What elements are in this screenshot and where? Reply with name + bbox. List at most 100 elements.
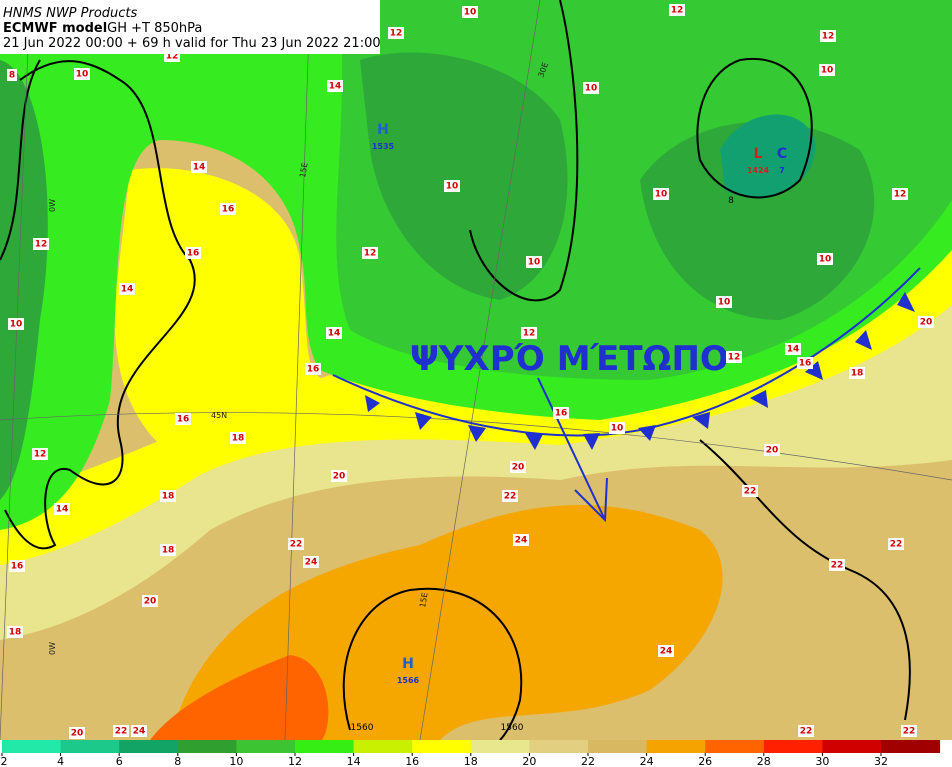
temp-label: 18 bbox=[9, 628, 22, 638]
temp-label: 14 bbox=[329, 82, 342, 92]
grid-label: 15E bbox=[418, 592, 430, 609]
grid-label: 15E bbox=[298, 162, 310, 179]
colorbar-tick-label: 6 bbox=[116, 755, 123, 767]
temp-label-box bbox=[820, 30, 836, 42]
temp-label: 24 bbox=[133, 727, 146, 737]
temp-label: 22 bbox=[831, 561, 844, 571]
center-letter: L bbox=[754, 146, 763, 162]
temp-label: 12 bbox=[34, 450, 47, 460]
temp-label: 18 bbox=[232, 434, 245, 444]
temp-label: 22 bbox=[744, 487, 757, 497]
temp-label: 12 bbox=[671, 6, 684, 16]
temp-label: 20 bbox=[333, 472, 346, 482]
center-letter: H bbox=[402, 656, 414, 672]
temp-label-box bbox=[220, 203, 236, 215]
colorbar-swatch bbox=[60, 740, 120, 753]
temp-label: 24 bbox=[660, 647, 673, 657]
temp-label: 12 bbox=[35, 240, 48, 250]
colorbar-swatch bbox=[646, 740, 706, 753]
header-model: ECMWF model bbox=[3, 21, 107, 36]
colorbar-tick-label: 24 bbox=[640, 755, 654, 767]
temp-label: 20 bbox=[512, 463, 525, 473]
temp-label-box bbox=[303, 556, 319, 568]
temp-label-box bbox=[742, 485, 758, 497]
temp-label: 10 bbox=[446, 182, 459, 192]
temp-label: 14 bbox=[787, 345, 800, 355]
temp-label: 22 bbox=[903, 727, 916, 737]
temp-label: 12 bbox=[523, 329, 536, 339]
temp-label: 22 bbox=[800, 727, 813, 737]
temp-label: 12 bbox=[822, 32, 835, 42]
colorbar-tick-label: 16 bbox=[405, 755, 419, 767]
temp-label-box bbox=[230, 432, 246, 444]
temp-label: 10 bbox=[76, 70, 89, 80]
temp-label-box bbox=[185, 247, 201, 259]
temp-label-box bbox=[901, 725, 917, 737]
temp-label: 22 bbox=[890, 540, 903, 550]
colorbar-swatch bbox=[353, 740, 413, 753]
colorbar-swatch bbox=[529, 740, 589, 753]
isohypse-label: 8 bbox=[728, 196, 734, 206]
temp-label-box bbox=[819, 64, 835, 76]
header-line3: 21 Jun 2022 00:00 + 69 h valid for Thu 2… bbox=[3, 36, 381, 51]
temp-label-box bbox=[131, 725, 147, 737]
colorbar-swatch bbox=[470, 740, 530, 753]
temp-label-box bbox=[918, 316, 934, 328]
colorbar-swatch bbox=[588, 740, 648, 753]
colorbar: 2 4 6 8 10 12 14 16 18 20 22 24 26 28 30 32 bbox=[1, 740, 941, 767]
colorbar-tick-label: 14 bbox=[347, 755, 361, 767]
temp-label: 14 bbox=[193, 163, 206, 173]
temp-label: 10 bbox=[655, 190, 668, 200]
temp-label: 18 bbox=[162, 492, 175, 502]
temp-label-box bbox=[331, 470, 347, 482]
temp-label-box bbox=[510, 461, 526, 473]
temp-label: 10 bbox=[585, 84, 598, 94]
temp-label-box bbox=[9, 560, 25, 572]
temp-label: 18 bbox=[162, 546, 175, 556]
temp-label-box bbox=[764, 444, 780, 456]
map-fields bbox=[0, 0, 952, 740]
temp-label-box bbox=[119, 283, 135, 295]
temp-label: 12 bbox=[390, 29, 403, 39]
temp-label-box bbox=[288, 538, 304, 550]
colorbar-swatch bbox=[822, 740, 882, 753]
colorbar-tick-label: 26 bbox=[698, 755, 712, 767]
colorbar-swatch bbox=[236, 740, 296, 753]
temp-label-box bbox=[32, 448, 48, 460]
temp-label-box bbox=[583, 82, 599, 94]
temp-label-box bbox=[653, 188, 669, 200]
temp-label-box bbox=[33, 238, 49, 250]
center-value: 1535 bbox=[372, 142, 395, 151]
temp-label: 12 bbox=[728, 353, 741, 363]
temp-label-box bbox=[327, 80, 343, 92]
temp-label: 10 bbox=[819, 255, 832, 265]
colorbar-tick-label: 10 bbox=[229, 755, 243, 767]
temp-label: 10 bbox=[718, 298, 731, 308]
temp-label-box bbox=[716, 296, 732, 308]
cold-front bbox=[332, 267, 921, 450]
colorbar-tick-label: 22 bbox=[581, 755, 595, 767]
center-value: 1424 bbox=[747, 166, 770, 175]
temp-label-box bbox=[785, 343, 801, 355]
temp-label-box bbox=[829, 559, 845, 571]
temp-label-box bbox=[388, 27, 404, 39]
temp-label: 10 bbox=[611, 424, 624, 434]
temp-label: 22 bbox=[115, 727, 128, 737]
temp-label-box bbox=[305, 363, 321, 375]
temp-label: 20 bbox=[71, 729, 84, 739]
temp-label-box bbox=[160, 544, 176, 556]
temp-label-box bbox=[54, 503, 70, 515]
temp-label: 20 bbox=[144, 597, 157, 607]
temp-label-box bbox=[362, 247, 378, 259]
header-line1: HNMS NWP Products bbox=[3, 6, 138, 21]
temp-label-box bbox=[798, 725, 814, 737]
colorbar-swatch bbox=[881, 740, 941, 753]
temp-label: 12 bbox=[364, 249, 377, 259]
colorbar-tick-label: 18 bbox=[464, 755, 478, 767]
temp-label: 12 bbox=[894, 190, 907, 200]
temp-label-box bbox=[658, 645, 674, 657]
temp-label: 10 bbox=[10, 320, 23, 330]
colorbar-swatch bbox=[119, 740, 179, 753]
grid-label: 45N bbox=[211, 411, 227, 420]
